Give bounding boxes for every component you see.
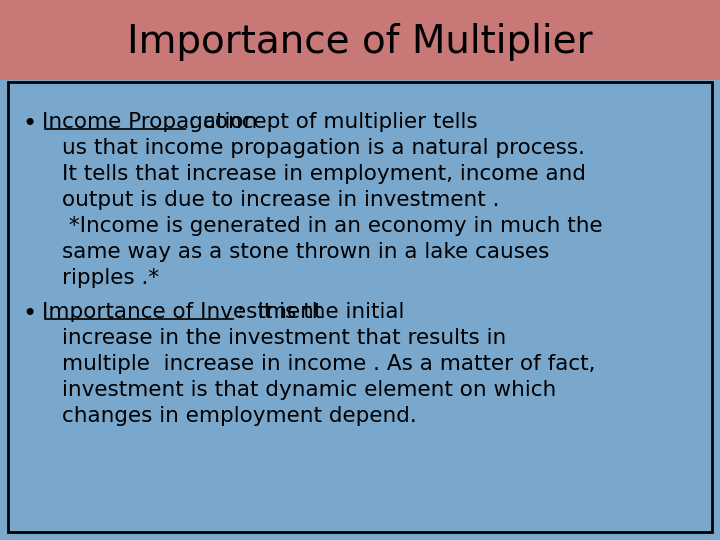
FancyBboxPatch shape [0,0,720,80]
Text: same way as a stone thrown in a lake causes: same way as a stone thrown in a lake cau… [62,242,549,262]
Text: Importance of Multiplier: Importance of Multiplier [127,23,593,61]
Text: output is due to increase in investment .: output is due to increase in investment … [62,190,500,210]
Text: •: • [22,302,36,326]
Text: •: • [22,112,36,136]
Text: *Income is generated in an economy in much the: *Income is generated in an economy in mu… [62,216,603,236]
Text: :  it is the initial: : it is the initial [237,302,405,322]
Text: : concept of multiplier tells: : concept of multiplier tells [189,112,478,132]
Text: Importance of Investment: Importance of Investment [42,302,323,322]
Text: changes in employment depend.: changes in employment depend. [62,406,417,426]
Text: us that income propagation is a natural process.: us that income propagation is a natural … [62,138,585,158]
Text: increase in the investment that results in: increase in the investment that results … [62,328,506,348]
Text: multiple  increase in income . As a matter of fact,: multiple increase in income . As a matte… [62,354,595,374]
FancyBboxPatch shape [8,82,712,532]
Text: Income Propagation: Income Propagation [42,112,257,132]
Text: investment is that dynamic element on which: investment is that dynamic element on wh… [62,380,557,400]
Text: It tells that increase in employment, income and: It tells that increase in employment, in… [62,164,586,184]
Text: ripples .*: ripples .* [62,268,159,288]
